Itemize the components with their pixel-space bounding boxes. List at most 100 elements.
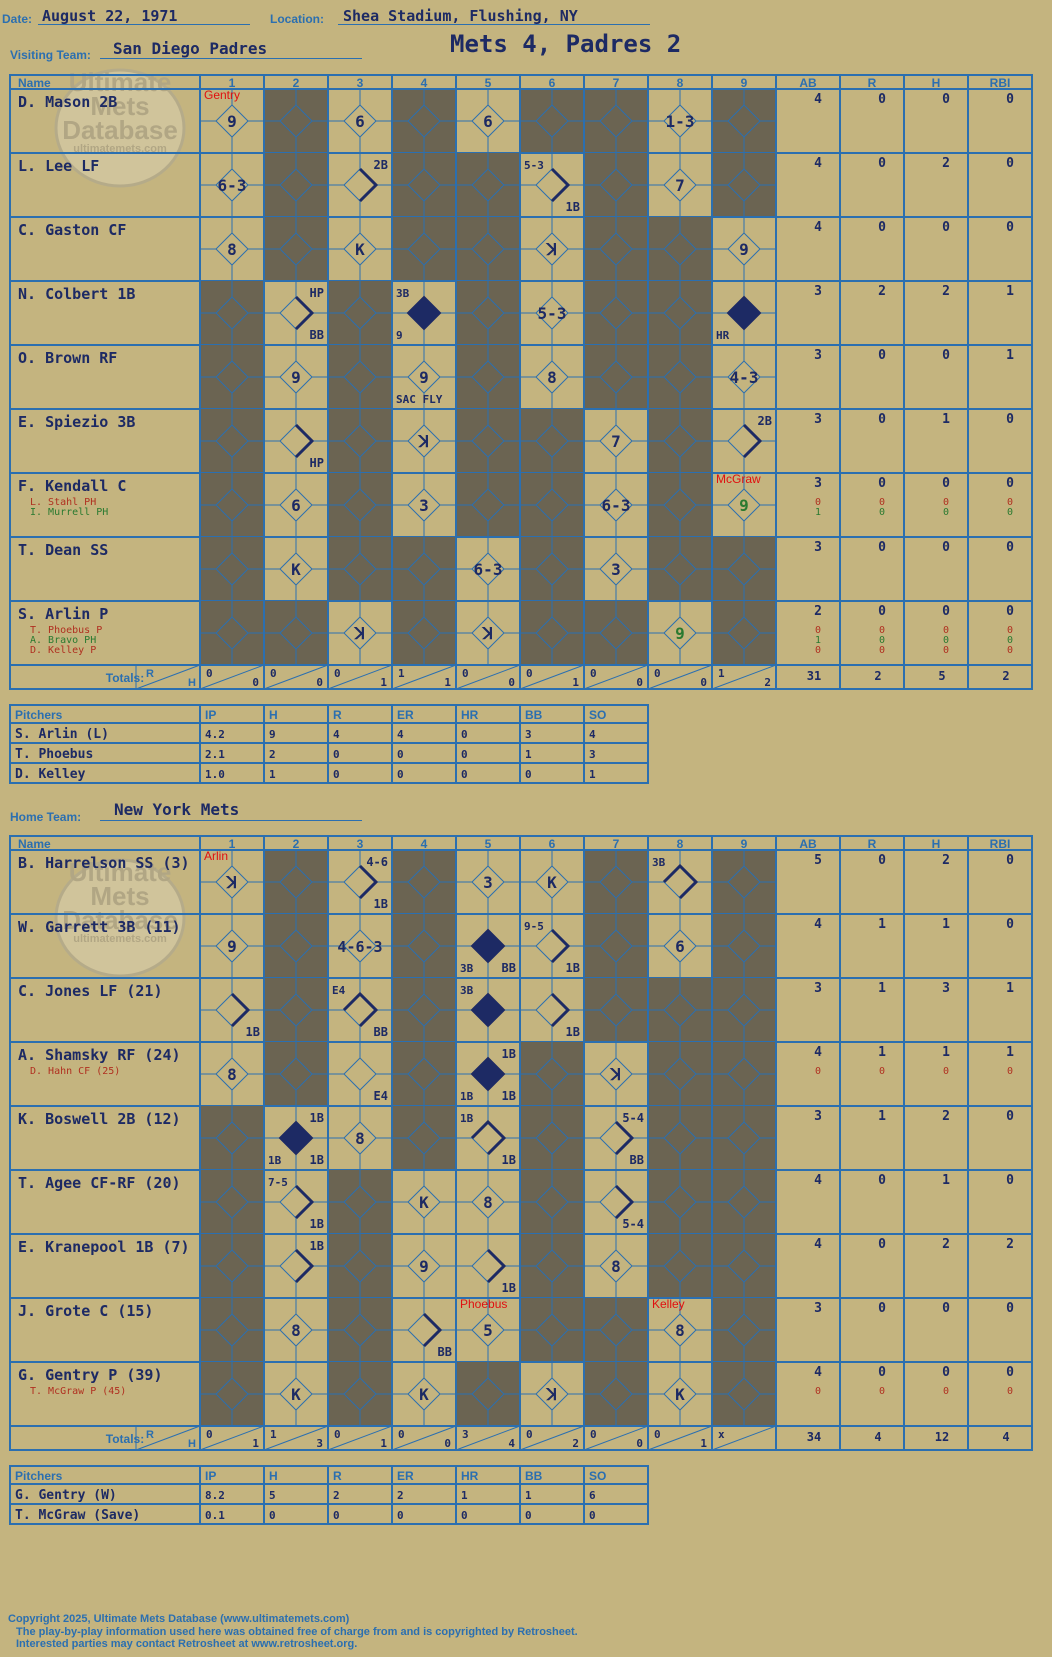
column-header-inning: 3: [357, 76, 364, 90]
play-note: 1B: [310, 1217, 324, 1231]
pitchers-header-cell: ER: [397, 708, 414, 722]
batter-stat: 3: [814, 1301, 822, 1316]
batter-stat: 0: [1006, 1173, 1014, 1188]
play-result: ꓘ: [609, 1065, 622, 1084]
column-header-stat: R: [868, 837, 877, 851]
substitute-stat: 0: [879, 625, 885, 636]
total-stat: 31: [807, 669, 821, 683]
totals-r-label: R: [146, 1429, 154, 1441]
pitchers-header-cell: IP: [205, 708, 216, 722]
inning-runs: 0: [206, 1428, 213, 1441]
date-underline: [38, 24, 250, 25]
pitcher-stat: 4: [397, 728, 404, 741]
batter-name: K. Boswell 2B (12): [18, 1110, 181, 1128]
pitching-change: McGraw: [716, 472, 761, 486]
pitcher-stat: 1: [269, 768, 276, 781]
total-stat: 4: [1002, 1430, 1009, 1444]
inning-hits: 3: [316, 1437, 323, 1450]
column-header-inning: 2: [293, 76, 300, 90]
substitute-stat: 0: [879, 635, 885, 646]
batter-stat: 4: [814, 220, 822, 235]
basepath-mark: [230, 992, 251, 1028]
batter-name: E. Kranepool 1B (7): [18, 1238, 190, 1256]
play-note: 1B: [502, 1281, 516, 1295]
batter-stat: 2: [942, 853, 950, 868]
totals-h-label: H: [188, 1438, 196, 1450]
totals-slash: [327, 664, 393, 690]
pitcher-stat: 0: [461, 768, 468, 781]
base-diamond: [343, 1057, 377, 1091]
play-result: 6-3: [474, 560, 503, 579]
pitchers-header-cell: H: [269, 1469, 278, 1483]
basepath-mark: [614, 1120, 635, 1156]
play-result: ꓘ: [545, 240, 558, 259]
base-diamond: [535, 929, 569, 963]
play-note: 1B: [460, 1090, 474, 1103]
pitcher-stat: 3: [525, 728, 532, 741]
play-note: HP: [310, 286, 324, 300]
substitute-name: I. Murrell PH: [30, 507, 108, 518]
totals-slash: [327, 1425, 393, 1451]
batter-stat: 1: [878, 981, 886, 996]
base-diamond: [279, 296, 313, 330]
substitute-stat: 0: [815, 1066, 821, 1077]
batter-stat: 4: [814, 1365, 822, 1380]
inning-runs: 3: [462, 1428, 469, 1441]
play-result: 8: [675, 1321, 685, 1340]
play-result: K: [291, 1385, 301, 1404]
total-stat: 34: [807, 1430, 821, 1444]
play-note: 1B: [246, 1025, 260, 1039]
substitute-name: A. Bravo PH: [30, 635, 96, 646]
batter-name: B. Harrelson SS (3): [18, 854, 190, 872]
inning-runs: 0: [398, 1428, 405, 1441]
batter-stat: 1: [1006, 284, 1014, 299]
pitching-change: Phoebus: [460, 1297, 507, 1311]
pitcher-stat: 0: [333, 1509, 340, 1522]
inning-hits: 1: [380, 1437, 387, 1450]
play-note: 1B: [374, 897, 388, 911]
totals-slash: [647, 664, 713, 690]
inning-hits: 1: [380, 676, 387, 689]
substitute-stat: 0: [815, 1386, 821, 1397]
home-team-label: Home Team:: [10, 810, 82, 824]
batter-stat: 1: [1006, 981, 1014, 996]
batter-stat: 0: [942, 540, 950, 555]
batter-stat: 1: [1006, 348, 1014, 363]
play-note: 1B: [310, 1239, 324, 1253]
pitchers-header-cell: IP: [205, 1469, 216, 1483]
game-title: Mets 4, Padres 2: [450, 30, 682, 58]
substitute-stat: 0: [1007, 625, 1013, 636]
inning-hits: 0: [700, 676, 707, 689]
game-date: August 22, 1971: [42, 7, 178, 25]
play-result: ꓘ: [353, 624, 366, 643]
batter-stat: 3: [814, 412, 822, 427]
play-result: 3: [483, 873, 493, 892]
totals-r-label: R: [146, 668, 154, 680]
inning-runs: 0: [462, 667, 469, 680]
run-scored-diamond: [278, 1120, 314, 1156]
batter-stat: 4: [814, 1173, 822, 1188]
basepath-mark: [358, 167, 379, 203]
inning-hits: 1: [252, 1437, 259, 1450]
basepath-mark: [486, 1248, 507, 1284]
totals-slash: [711, 664, 777, 690]
pitcher-stat: 2.1: [205, 748, 225, 761]
batter-stat: 4: [814, 1045, 822, 1060]
base-diamond: [599, 1121, 633, 1155]
batter-name: D. Mason 2B: [18, 93, 117, 111]
pitchers-header-cell: R: [333, 1469, 342, 1483]
basepath-mark: [662, 863, 699, 900]
inning-runs: 1: [398, 667, 405, 680]
batter-stat: 0: [878, 412, 886, 427]
batter-stat: 3: [814, 476, 822, 491]
substitute-stat: 0: [879, 645, 885, 656]
run-scored-diamond: [470, 992, 506, 1028]
batter-stat: 3: [814, 981, 822, 996]
batter-stat: 3: [814, 348, 822, 363]
batter-stat: 0: [878, 92, 886, 107]
pitcher-stat: 2: [333, 1489, 340, 1502]
batter-stat: 0: [878, 1365, 886, 1380]
play-note: 3B: [460, 962, 474, 975]
column-header-inning: 1: [229, 76, 236, 90]
batter-stat: 3: [814, 540, 822, 555]
